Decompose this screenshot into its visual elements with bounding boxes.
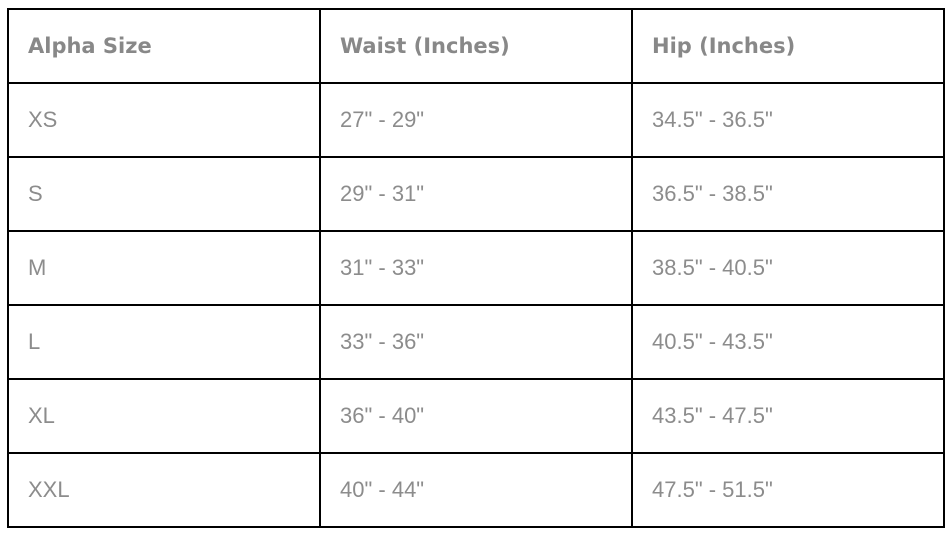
size-cell: XL [7, 378, 321, 454]
hip-cell: 47.5" - 51.5" [631, 452, 945, 528]
header-hip: Hip (Inches) [631, 8, 945, 84]
header-waist: Waist (Inches) [319, 8, 633, 84]
waist-cell: 36" - 40" [319, 378, 633, 454]
table-row: XS 27" - 29" 34.5" - 36.5" [7, 82, 945, 158]
table-row: S 29" - 31" 36.5" - 38.5" [7, 156, 945, 232]
size-cell: XS [7, 82, 321, 158]
hip-cell: 34.5" - 36.5" [631, 82, 945, 158]
size-cell: L [7, 304, 321, 380]
table-row: XXL 40" - 44" 47.5" - 51.5" [7, 452, 945, 528]
waist-cell: 40" - 44" [319, 452, 633, 528]
size-chart-table: Alpha Size Waist (Inches) Hip (Inches) X… [7, 8, 945, 528]
waist-cell: 31" - 33" [319, 230, 633, 306]
waist-cell: 27" - 29" [319, 82, 633, 158]
table-row: L 33" - 36" 40.5" - 43.5" [7, 304, 945, 380]
hip-cell: 38.5" - 40.5" [631, 230, 945, 306]
waist-cell: 33" - 36" [319, 304, 633, 380]
size-cell: XXL [7, 452, 321, 528]
waist-cell: 29" - 31" [319, 156, 633, 232]
table-row: XL 36" - 40" 43.5" - 47.5" [7, 378, 945, 454]
size-cell: M [7, 230, 321, 306]
size-cell: S [7, 156, 321, 232]
header-row: Alpha Size Waist (Inches) Hip (Inches) [7, 8, 945, 84]
table-row: M 31" - 33" 38.5" - 40.5" [7, 230, 945, 306]
hip-cell: 36.5" - 38.5" [631, 156, 945, 232]
hip-cell: 43.5" - 47.5" [631, 378, 945, 454]
header-alpha-size: Alpha Size [7, 8, 321, 84]
hip-cell: 40.5" - 43.5" [631, 304, 945, 380]
